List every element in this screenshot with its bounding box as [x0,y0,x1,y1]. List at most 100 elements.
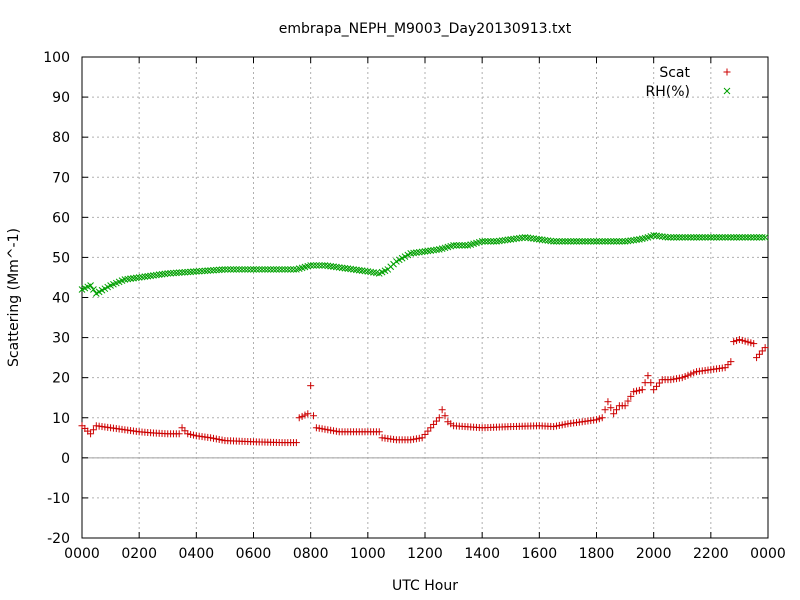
data-point-stroke [424,247,432,255]
data-point [687,234,695,241]
data-point-stroke [275,266,283,273]
x-tick-label: 1600 [522,546,558,562]
data-point-stroke [321,262,329,269]
data-point [455,242,463,249]
data-point-stroke [341,264,349,272]
data-point [155,271,163,279]
data-point [578,238,586,245]
data-point-stroke [284,266,292,273]
data-point [487,238,495,245]
x-tick-label: 2000 [636,546,672,562]
data-point-stroke [124,275,132,283]
data-point-stroke [210,266,217,274]
data-point-stroke [344,265,352,272]
data-point-stroke [564,238,572,245]
data-point [232,266,240,273]
data-point-stroke [558,238,566,245]
data-point [312,424,320,432]
data-point [550,423,558,431]
data-point [135,274,143,281]
data-point [330,263,337,270]
data-point [584,238,592,245]
data-point-stroke [693,234,700,241]
data-point [710,234,718,241]
data-point [355,266,363,274]
x-tick-label: 0800 [293,546,329,562]
data-point-stroke [478,238,486,245]
data-point [676,234,683,241]
data-point [407,250,415,257]
data-point [530,235,537,242]
data-point [696,234,703,241]
data-point [627,392,635,400]
data-point [327,426,335,434]
data-point-stroke [650,232,658,239]
legend-symbol [723,87,731,95]
data-point [581,238,589,245]
data-point-stroke [250,266,257,273]
data-point-stroke [653,232,660,240]
data-point [215,435,223,443]
data-point-stroke [238,266,246,273]
data-point-stroke [127,275,134,283]
data-point [430,246,437,254]
data-point-stroke [690,234,698,241]
data-point-stroke [90,286,97,293]
data-point [315,424,323,432]
data-point [733,234,740,241]
data-point-stroke [353,266,360,274]
y-tick-label: 60 [52,210,70,226]
data-point [287,266,295,273]
data-point [238,266,246,273]
data-point [616,238,623,245]
data-point [215,266,223,274]
data-point [90,286,97,293]
data-point [595,415,603,423]
data-point-stroke [347,265,355,273]
data-point-stroke [461,242,469,249]
data-point [656,232,663,240]
data-point-stroke [190,268,197,275]
data-point [147,272,154,280]
data-point-stroke [427,247,435,254]
x-tick-label: 1800 [579,546,615,562]
data-point [670,375,678,383]
data-point [613,238,620,245]
data-point [533,235,540,243]
data-point [175,430,183,438]
data-point [624,237,632,245]
data-point-stroke [501,236,509,244]
y-tick-label: 80 [52,130,70,146]
data-point [315,262,323,269]
data-point [430,420,438,428]
data-point-stroke [601,238,609,245]
data-point [478,238,486,245]
data-point-stroke [273,266,280,273]
data-point [598,414,606,422]
data-point-stroke [244,266,252,273]
data-point [501,236,509,244]
data-point [324,426,332,434]
data-point [164,270,172,277]
data-point [687,370,695,378]
data-point [144,272,152,280]
data-point-stroke [616,238,623,245]
data-point [681,234,689,241]
data-point [87,430,95,438]
data-point [212,435,220,443]
data-point-stroke [218,266,226,273]
data-point-stroke [161,270,169,278]
data-point [558,238,566,245]
data-point [701,234,709,241]
data-point [407,436,415,444]
data-point [310,262,317,269]
data-point [567,238,575,245]
data-point [724,234,732,241]
data-point [424,247,432,255]
grid-lines [82,57,768,538]
data-point [167,269,174,277]
data-point-stroke [310,262,317,269]
data-point-stroke [530,235,537,242]
data-point-stroke [455,242,463,249]
data-point [284,266,292,273]
